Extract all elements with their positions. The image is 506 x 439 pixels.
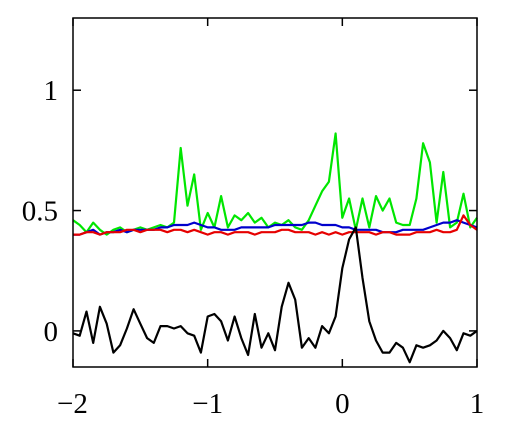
- tick-layer: −2 −1 0 1 0 0.5 1: [22, 18, 485, 420]
- series-line-4: [72, 226, 478, 364]
- x-tick-label: −2: [57, 388, 88, 420]
- series-line-1: [72, 132, 478, 236]
- series-layer: [72, 132, 478, 364]
- y-tick-label: 0: [44, 316, 59, 348]
- y-tick-label: 1: [44, 75, 59, 107]
- series-line-2: [73, 219, 478, 236]
- x-tick-label: 1: [470, 388, 485, 420]
- x-tick-label: −1: [192, 388, 223, 420]
- x-tick-label: 0: [335, 388, 350, 420]
- plot-frame: [72, 17, 478, 368]
- series-line-3: [73, 214, 478, 236]
- y-tick-label: 0.5: [22, 196, 58, 228]
